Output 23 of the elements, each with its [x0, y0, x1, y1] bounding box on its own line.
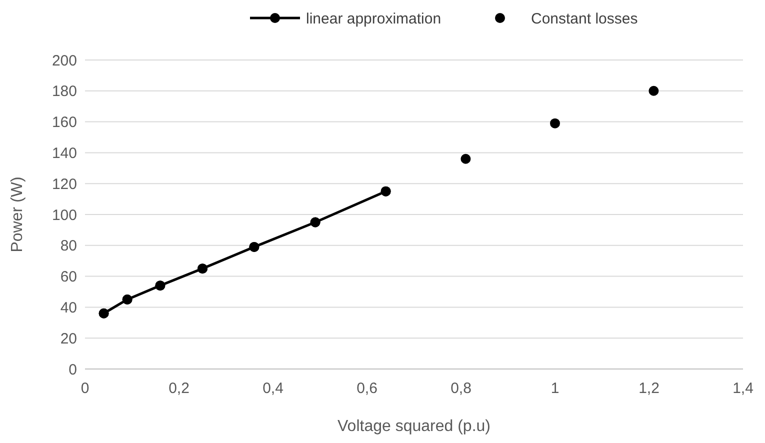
y-tick-label: 80: [60, 238, 77, 255]
y-tick-label: 140: [52, 144, 77, 162]
x-tick-label: 0,6: [356, 380, 378, 397]
x-tick-label: 1: [550, 380, 560, 397]
y-tick-label: 180: [52, 83, 77, 100]
legend-label: Constant losses: [531, 10, 638, 28]
x-tick-label: 1,4: [732, 380, 754, 397]
y-tick-label: 40: [60, 299, 77, 316]
x-axis-title: Voltage squared (p.u): [338, 418, 490, 435]
y-tick-label: 0: [68, 361, 77, 378]
x-tick-label: 0: [80, 380, 90, 397]
y-axis-title: Power (W): [9, 176, 26, 252]
y-tick-label: 200: [52, 52, 77, 70]
legend-label: linear approximation: [306, 10, 442, 28]
x-tick-label: 1,2: [638, 380, 660, 397]
y-tick-label: 120: [52, 176, 77, 193]
y-tick-label: 160: [52, 114, 77, 132]
x-tick-label: 0,8: [450, 380, 472, 397]
y-tick-label: 100: [52, 206, 77, 224]
y-tick-label: 60: [60, 268, 77, 286]
x-tick-label: 0,4: [262, 380, 284, 397]
y-tick-label: 20: [60, 330, 77, 348]
x-tick-label: 0,2: [168, 380, 190, 397]
